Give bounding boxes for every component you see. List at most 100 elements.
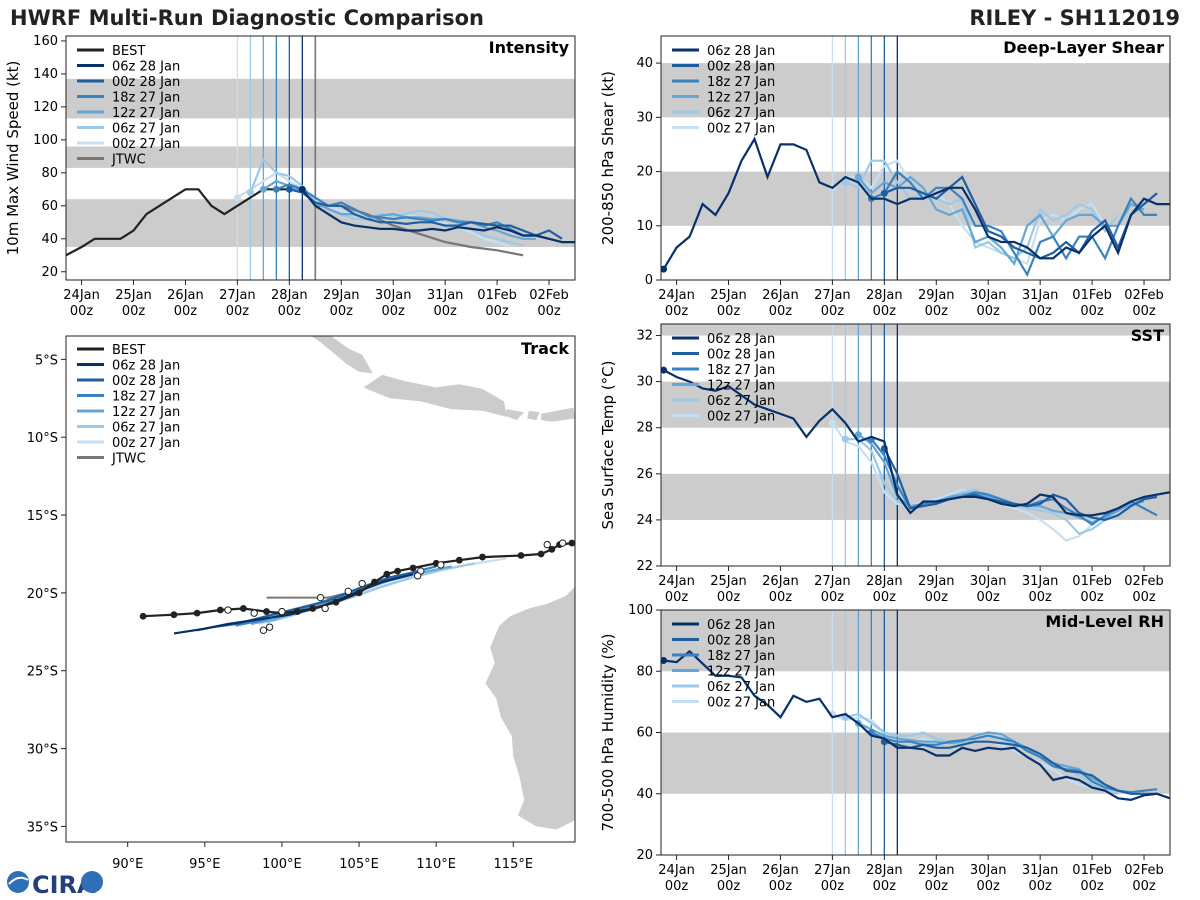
intensity-series-jtwc (315, 204, 524, 257)
shear-title: Deep-Layer Shear (1003, 38, 1164, 57)
rh-series-group (661, 649, 1170, 802)
shear-xtick-label-4: 28Jan (866, 288, 903, 303)
rh-ylabel: 700-500 hPa Humidity (%) (599, 633, 617, 831)
intensity-xtick-label-6: 30Jan (375, 288, 412, 303)
track-series-run-4 (266, 562, 475, 624)
sst-xtick-sub-6: 00z (977, 590, 1001, 605)
intensity-ytick-label-3: 80 (41, 166, 58, 181)
intensity-legend-label-0: BEST (112, 44, 145, 59)
track-open-point-5 (358, 579, 366, 588)
intensity-ytick-label-6: 140 (33, 67, 58, 82)
track-series-run-0 (173, 573, 414, 635)
track-legend-label-5: 06z 27 Jan (112, 421, 180, 436)
rh-ytick-label-4: 100 (628, 603, 653, 618)
track-open-point-0 (558, 539, 567, 547)
track-ytick-label-5: 30°S (27, 743, 58, 758)
sst-band-2 (661, 324, 1170, 336)
intensity-ylabel: 10m Max Wind Speed (kt) (4, 61, 22, 256)
intensity-run-start-point-3 (259, 185, 267, 193)
rh-legend-label-3: 12z 27 Jan (707, 665, 775, 680)
track-best-point-3 (537, 550, 545, 558)
rh-ytick-label-0: 20 (636, 848, 653, 863)
shear-xtick-sub-4: 00z (873, 304, 897, 319)
track-best-point-8 (409, 564, 417, 572)
land-sumatra (311, 336, 373, 374)
track-xtick-label-4: 110°E (416, 857, 456, 872)
sst-title: SST (1131, 326, 1164, 345)
shear-xtick-label-0: 24Jan (658, 288, 695, 303)
sst-ytick-label-4: 30 (636, 375, 653, 390)
intensity-series-run-1 (289, 188, 563, 240)
sst-run-start-point-3 (854, 431, 862, 439)
intensity-legend-label-1: 06z 28 Jan (112, 60, 180, 75)
intensity-legend-label-6: 00z 27 Jan (112, 137, 180, 152)
track-best-point-6 (455, 556, 463, 564)
intensity-xtick-label-8: 01Feb (477, 288, 517, 303)
sst-series-run-4 (845, 438, 1119, 535)
intensity-xtick-label-7: 31Jan (427, 288, 464, 303)
sst-legend-label-5: 00z 27 Jan (707, 410, 775, 425)
intensity-xtick-label-4: 28Jan (271, 288, 308, 303)
sst-ylabel: Sea Surface Temp (°C) (599, 360, 617, 529)
track-best-point-11 (371, 578, 378, 586)
intensity-xtick-label-0: 24Jan (63, 288, 100, 303)
sst-xtick-label-1: 25Jan (710, 574, 747, 589)
intensity-xtick-label-3: 27Jan (219, 288, 256, 303)
shear-panel: 01020304024Jan00z25Jan00z26Jan00z27Jan00… (599, 35, 1171, 319)
rh-xtick-sub-8: 00z (1080, 879, 1104, 894)
rh-xtick-label-4: 28Jan (866, 863, 903, 878)
track-best-point-9 (394, 567, 402, 575)
track-frame (65, 335, 576, 843)
intensity-band-1 (66, 146, 575, 168)
intensity-run-start-point-4 (246, 189, 254, 197)
intensity-legend-label-7: JTWC (111, 153, 146, 168)
track-open-point-6 (344, 587, 352, 596)
rh-xtick-label-8: 01Feb (1072, 863, 1112, 878)
rh-legend-label-1: 00z 28 Jan (707, 634, 775, 649)
sst-legend-label-1: 00z 28 Jan (707, 348, 775, 363)
rh-series-run-1 (884, 740, 1157, 795)
rh-xtick-label-3: 27Jan (814, 863, 851, 878)
shear-band-1 (661, 63, 1170, 118)
track-legend-label-1: 06z 28 Jan (112, 359, 180, 374)
shear-ylabel: 200-850 hPa Shear (kt) (599, 71, 617, 245)
rh-ytick-label-3: 80 (636, 664, 653, 679)
sst-xtick-label-4: 28Jan (866, 574, 903, 589)
shear-xtick-label-1: 25Jan (710, 288, 747, 303)
logo-badge-icon (81, 871, 103, 893)
shear-ytick-label-4: 40 (636, 56, 653, 71)
track-best-point-18 (239, 605, 247, 612)
shear-xtick-label-2: 26Jan (762, 288, 799, 303)
track-best-point-22 (139, 612, 147, 620)
intensity-ytick-label-2: 60 (41, 199, 58, 214)
shear-run-start-point-1 (880, 189, 888, 197)
rh-xtick-sub-6: 00z (977, 879, 1001, 894)
track-legend-label-2: 00z 28 Jan (112, 374, 180, 389)
intensity-xtick-sub-7: 00z (433, 304, 457, 319)
rh-ytick-label-1: 40 (636, 787, 653, 802)
track-best-point-13 (332, 598, 340, 606)
intensity-panel: 2040608010012014016024Jan00z25Jan00z26Ja… (4, 34, 576, 319)
intensity-run-start-point-0 (298, 185, 306, 193)
shear-xtick-sub-8: 00z (1080, 304, 1104, 319)
rh-xtick-sub-5: 00z (925, 879, 949, 894)
track-open-point-13 (259, 626, 268, 634)
rh-xtick-sub-9: 00z (1132, 879, 1156, 894)
shear-xtick-label-7: 31Jan (1022, 288, 1059, 303)
intensity-xtick-sub-4: 00z (278, 304, 302, 319)
sst-xtick-label-5: 29Jan (918, 574, 955, 589)
rh-xtick-label-6: 30Jan (970, 863, 1007, 878)
track-ytick-label-2: 15°S (27, 509, 58, 524)
intensity-xtick-sub-8: 00z (485, 304, 509, 319)
rh-run-start-point-0 (661, 657, 668, 665)
sst-xtick-sub-9: 00z (1132, 590, 1156, 605)
track-best-point-15 (293, 608, 301, 615)
track-legend-label-4: 12z 27 Jan (112, 405, 180, 420)
rh-legend-label-4: 06z 27 Jan (707, 680, 775, 695)
rh-legend-label-0: 06z 28 Jan (707, 618, 775, 633)
shear-xtick-sub-0: 00z (665, 304, 689, 319)
track-best-point-4 (517, 552, 525, 559)
intensity-run-start-point-1 (285, 185, 293, 193)
intensity-title: Intensity (489, 38, 570, 57)
shear-legend-label-1: 00z 28 Jan (707, 60, 775, 75)
